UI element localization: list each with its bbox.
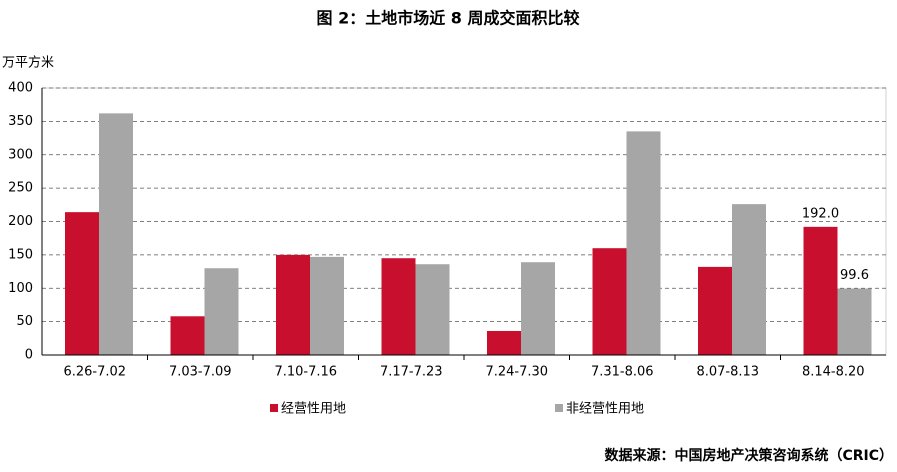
bar	[204, 268, 239, 355]
y-tick-label: 100	[8, 281, 33, 296]
bar	[65, 212, 99, 355]
y-tick-label: 200	[8, 214, 33, 229]
y-axis-label: 万平方米	[2, 55, 54, 71]
x-tick-label: 7.03-7.09	[169, 365, 232, 380]
y-tick-label: 250	[8, 181, 33, 196]
bar	[521, 262, 555, 355]
x-tick-label: 7.10-7.16	[274, 365, 337, 380]
y-tick-label: 350	[8, 114, 33, 129]
bar	[626, 131, 661, 355]
x-tick-label: 6.26-7.02	[63, 365, 126, 380]
y-tick-label: 300	[8, 147, 33, 162]
bar	[99, 113, 133, 356]
y-tick-label: 400	[8, 81, 33, 96]
legend-swatch	[270, 404, 278, 412]
y-tick-label: 0	[25, 348, 33, 363]
legend-label: 非经营性用地	[566, 402, 644, 417]
bar	[170, 316, 205, 355]
bar	[310, 256, 344, 355]
x-tick-label: 7.24-7.30	[485, 365, 548, 380]
y-tick-label: 150	[8, 247, 33, 262]
chart-title: 图 2：土地市场近 8 周成交面积比较	[317, 9, 580, 28]
bar	[837, 288, 872, 355]
bar	[487, 330, 521, 355]
x-tick-label: 8.07-8.13	[696, 365, 759, 380]
bar	[415, 264, 450, 355]
source: 数据来源：中国房地产决策咨询系统（CRIC）	[604, 447, 893, 464]
legend-swatch	[555, 404, 563, 412]
bar	[803, 226, 838, 355]
x-tick-label: 7.17-7.23	[380, 365, 443, 380]
bar	[276, 254, 310, 355]
x-tick-label: 8.14-8.20	[802, 365, 865, 380]
data-label: 192.0	[802, 206, 839, 221]
bar	[698, 266, 732, 355]
x-tick-label: 7.31-8.06	[591, 365, 654, 380]
bar	[592, 248, 627, 355]
data-label: 99.6	[840, 268, 869, 283]
bar	[381, 258, 416, 355]
bar	[732, 204, 766, 355]
y-tick-label: 50	[16, 314, 33, 329]
legend-label: 经营性用地	[281, 402, 346, 417]
